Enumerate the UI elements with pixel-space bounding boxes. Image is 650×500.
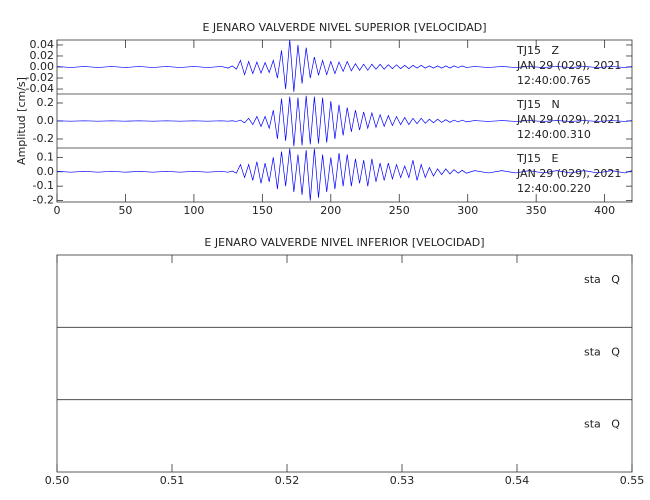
time-label: 12:40:00.220 — [517, 182, 591, 195]
x-tick-label: 150 — [252, 204, 273, 217]
x-tick-label: 50 — [118, 204, 132, 217]
x-tick-label: 0 — [54, 204, 61, 217]
date-label: JAN 29 (029), 2021 — [516, 113, 621, 126]
x-tick-label: 0.51 — [160, 474, 185, 487]
trace — [57, 95, 632, 147]
x-tick-label: 400 — [594, 204, 615, 217]
x-tick-label: 0.54 — [505, 474, 530, 487]
y-tick-label: -0.04 — [26, 82, 54, 95]
y-tick-label: -0.2 — [33, 132, 54, 145]
y-tick-label: 0.04 — [30, 38, 55, 51]
x-tick-label: 0.52 — [275, 474, 300, 487]
x-tick-label: 250 — [389, 204, 410, 217]
chart-title: E JENARO VALVERDE NIVEL SUPERIOR [VELOCI… — [202, 21, 486, 34]
y-tick-label: 0.1 — [37, 150, 55, 163]
time-label: 12:40:00.765 — [517, 74, 591, 87]
x-tick-label: 100 — [183, 204, 204, 217]
x-tick-label: 0.55 — [620, 474, 645, 487]
station-label: TJ15 Z — [516, 44, 559, 57]
x-tick-label: 0.50 — [45, 474, 70, 487]
trace — [57, 148, 632, 201]
time-label: 12:40:00.310 — [517, 128, 591, 141]
y-tick-label: 0.0 — [37, 114, 55, 127]
trace — [57, 40, 632, 92]
y-tick-label: -0.02 — [26, 71, 54, 84]
y-tick-label: 0.2 — [37, 96, 55, 109]
chart-title: E JENARO VALVERDE NIVEL INFERIOR [VELOCI… — [204, 236, 484, 249]
station-label: sta Q — [584, 345, 620, 358]
y-tick-label: -0.1 — [33, 179, 54, 192]
y-axis-label: Amplitud [cm/s] — [15, 77, 28, 165]
station-label: sta Q — [584, 273, 620, 286]
station-label: TJ15 N — [516, 98, 560, 111]
date-label: JAN 29 (029), 2021 — [516, 167, 621, 180]
y-tick-label: 0.00 — [30, 60, 55, 73]
x-tick-label: 300 — [457, 204, 478, 217]
station-label: sta Q — [584, 418, 620, 431]
y-tick-label: -0.2 — [33, 194, 54, 207]
x-tick-label: 200 — [320, 204, 341, 217]
station-label: TJ15 E — [516, 152, 558, 165]
x-tick-label: 350 — [526, 204, 547, 217]
x-tick-label: 0.53 — [390, 474, 415, 487]
y-tick-label: 0.02 — [30, 49, 55, 62]
date-label: JAN 29 (029), 2021 — [516, 59, 621, 72]
y-tick-label: 0.0 — [37, 165, 55, 178]
plot-frame — [56, 254, 633, 473]
